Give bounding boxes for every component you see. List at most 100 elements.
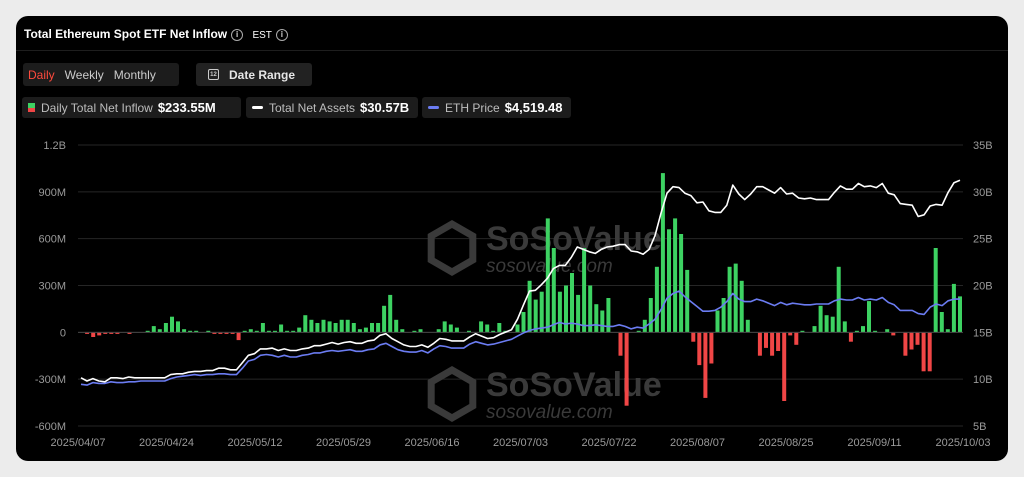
inflow-bar (861, 326, 865, 333)
inflow-bar (254, 330, 259, 333)
inflow-bar (376, 323, 381, 333)
inflow-bar (442, 321, 447, 333)
tab-daily[interactable]: Daily (28, 67, 55, 82)
inflow-bar (636, 330, 641, 333)
inflow-bar (248, 329, 253, 333)
inflow-bar (188, 330, 193, 333)
inflow-bar (951, 283, 956, 333)
inflow-bar (921, 332, 926, 372)
card-header: Total Ethereum Spot ETF Net Inflow i EST i (16, 16, 1008, 51)
inflow-bar (236, 332, 241, 341)
inflow-bar (551, 248, 556, 333)
inflow-bar (388, 294, 393, 333)
inflow-bar (564, 285, 568, 333)
inflow-bar (648, 298, 653, 333)
inflow-bar (539, 291, 544, 333)
inflow-bar (91, 332, 96, 337)
tab-weekly[interactable]: Weekly (64, 67, 104, 82)
inflow-bar (224, 332, 229, 334)
left-axis-tick-label: 1.2B (43, 140, 66, 152)
left-axis-tick-label: 600M (38, 234, 66, 246)
inflow-bar (85, 332, 90, 334)
inflow-bar (557, 291, 562, 333)
chart-plot[interactable]: 1.2B 900M 600M 300M 0 -300M -600M 35B 30B 25B 20B 1… (16, 16, 1008, 461)
legend-eth-price[interactable]: ETH Price $4,519.48 (422, 97, 571, 118)
eth-price-line (80, 290, 960, 386)
x-axis-tick-label: 2025/09/11 (847, 437, 901, 449)
inflow-bar (454, 327, 459, 333)
watermark-logo-icon (427, 365, 477, 423)
inflow-bar (163, 323, 168, 333)
inflow-bar (351, 323, 356, 333)
inflow-bar (448, 324, 453, 333)
chart-title-text: Total Ethereum Spot ETF Net Inflow (24, 27, 228, 41)
inflow-bar (600, 310, 605, 333)
inflow-bar (909, 332, 914, 350)
inflow-bar (400, 329, 405, 333)
inflow-bar (212, 332, 217, 334)
inflow-bar (127, 332, 132, 334)
inflow-bar (842, 321, 847, 333)
x-axis-tick-label: 2025/05/29 (316, 437, 371, 449)
inflow-bar (339, 319, 344, 333)
inflow-bar (939, 312, 944, 333)
inflow-bar (218, 332, 223, 334)
calendar-icon: 12 (208, 69, 219, 80)
left-axis-tick-label: -300M (35, 374, 66, 386)
inflow-bar (788, 332, 793, 336)
inflow-bar (818, 305, 823, 333)
legend-daily-inflow[interactable]: Daily Total Net Inflow $233.55M (22, 97, 241, 118)
timezone-info-icon[interactable]: i (275, 29, 288, 41)
inflow-bar (757, 332, 762, 356)
inflow-bar (370, 323, 374, 333)
legend-value: $233.55M (157, 100, 216, 115)
inflow-bar (770, 332, 775, 356)
inflow-bar (576, 294, 581, 333)
right-axis-tick-label: 5B (973, 421, 986, 433)
date-range-label: Date Range (229, 67, 296, 82)
tab-monthly[interactable]: Monthly (113, 67, 156, 82)
date-range-button[interactable]: 12 Date Range (196, 63, 312, 86)
right-axis-tick-label: 15B (973, 327, 993, 339)
info-icon[interactable]: i (231, 29, 244, 41)
right-axis-tick-label: 30B (973, 187, 993, 199)
inflow-bar (315, 323, 320, 333)
x-axis-tick-label: 2025/07/03 (493, 437, 548, 449)
inflow-bar (103, 332, 108, 334)
inflow-bar (436, 329, 441, 333)
eth-price-swatch-icon (428, 106, 439, 109)
inflow-bar (903, 332, 908, 356)
inflow-bar (170, 316, 174, 333)
inflow-bar (606, 298, 611, 333)
inflow-bar (933, 248, 938, 333)
inflow-bar (260, 323, 265, 333)
inflow-bar (588, 285, 593, 333)
inflow-bar (739, 280, 744, 333)
inflow-bar (303, 315, 308, 333)
inflow-bar (97, 332, 102, 336)
inflow-bar (176, 321, 180, 333)
net-assets-swatch-icon (252, 106, 263, 109)
inflow-bar (485, 324, 490, 333)
inflow-bar (691, 332, 696, 342)
inflow-bar (703, 332, 708, 398)
inflow-bar (885, 329, 890, 333)
inflow-bar (594, 304, 599, 333)
inflow-bar (582, 248, 587, 333)
watermark-url: sosovalue.com (486, 402, 613, 423)
inflow-bar (958, 296, 962, 333)
inflow-bar (467, 330, 471, 333)
inflow-bar (624, 332, 629, 406)
legend-net-assets[interactable]: Total Net Assets $30.57B (246, 97, 418, 118)
inflow-bar (345, 319, 350, 333)
inflow-bar (497, 323, 502, 333)
inflow-bar (327, 321, 332, 333)
inflow-bar (279, 324, 284, 333)
inflow-bar (697, 332, 702, 366)
right-axis-tick-label: 35B (973, 140, 993, 152)
legend-value: $4,519.48 (504, 100, 563, 115)
period-toggle: Daily Weekly Monthly (23, 63, 179, 86)
inflow-bar (182, 329, 187, 333)
inflow-bar (157, 329, 162, 333)
inflow-bar (309, 319, 314, 333)
